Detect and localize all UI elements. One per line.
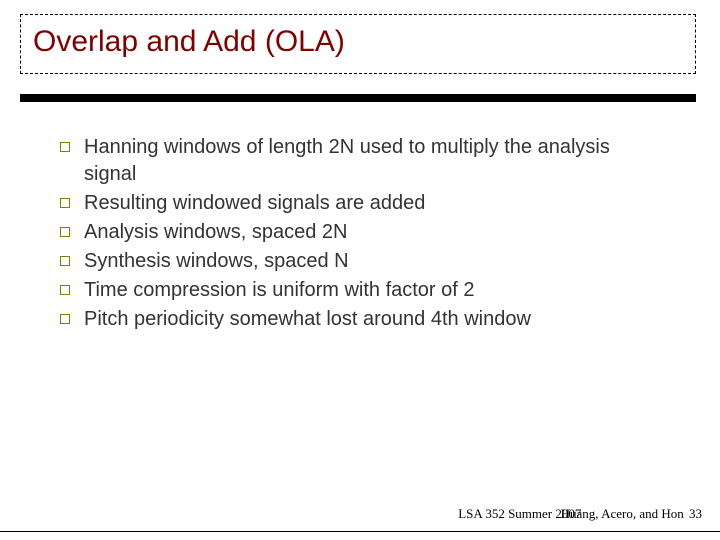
list-item: Hanning windows of length 2N used to mul… [60, 134, 660, 188]
bullet-icon [60, 256, 70, 266]
bullet-text: Synthesis windows, spaced N [84, 248, 349, 275]
bullet-text: Analysis windows, spaced 2N [84, 219, 347, 246]
title-box: Overlap and Add (OLA) [20, 14, 696, 74]
footer: LSA 352 Summer 2007 Huang, Acero, and Ho… [0, 506, 720, 522]
list-item: Pitch periodicity somewhat lost around 4… [60, 306, 660, 333]
list-item: Analysis windows, spaced 2N [60, 219, 660, 246]
footer-authors: Huang, Acero, and Hon [561, 506, 684, 521]
page-number: 33 [689, 506, 702, 521]
bullet-icon [60, 285, 70, 295]
bullet-icon [60, 314, 70, 324]
bullet-text: Time compression is uniform with factor … [84, 277, 475, 304]
bullet-text: Pitch periodicity somewhat lost around 4… [84, 306, 531, 333]
list-item: Time compression is uniform with factor … [60, 277, 660, 304]
bottom-border [0, 531, 720, 532]
slide-title: Overlap and Add (OLA) [33, 25, 345, 58]
title-underline [20, 94, 696, 102]
bullet-icon [60, 142, 70, 152]
list-item: Resulting windowed signals are added [60, 190, 660, 217]
bullet-icon [60, 227, 70, 237]
bullet-text: Hanning windows of length 2N used to mul… [84, 134, 660, 188]
list-item: Synthesis windows, spaced N [60, 248, 660, 275]
bullet-text: Resulting windowed signals are added [84, 190, 425, 217]
bullet-list: Hanning windows of length 2N used to mul… [60, 134, 660, 335]
bullet-icon [60, 198, 70, 208]
